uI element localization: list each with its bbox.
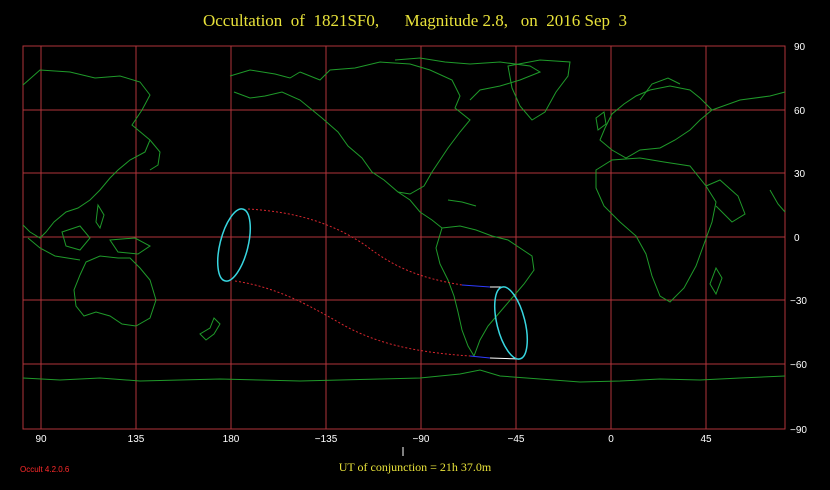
lat-label: −90 [790,425,807,436]
coast-india-edge [769,189,786,213]
coast-japan [149,139,161,171]
south-limit-night [469,355,491,359]
path-limits [234,208,471,357]
coast-borneo [61,225,91,251]
lon-label: 135 [128,434,145,445]
software-version: Occult 4.2.0.6 [20,465,70,474]
lon-label: −45 [508,434,525,445]
coast-south-america [435,225,535,358]
coast-east-asia [22,69,151,239]
coast-australia [73,255,157,327]
north-limit-night [461,284,491,288]
lat-label: −30 [790,296,807,307]
latitude-axis: 90 60 30 0 −30 −60 −90 [790,42,807,436]
coast-new-guinea [109,237,151,255]
shadow-ellipse-west [216,208,252,282]
coast-uk [595,111,607,131]
coast-antarctica [22,369,786,383]
lon-label: 90 [35,434,47,445]
lon-label: −90 [413,434,430,445]
coast-caribbean [447,199,477,207]
coast-new-zealand [199,317,221,341]
coast-north-america [233,61,471,195]
graticule [23,46,785,429]
coast-arctic-islands [394,57,542,101]
lat-label: 90 [794,42,806,53]
lat-label: 60 [794,106,806,117]
coast-africa [595,157,717,303]
lat-label: 30 [794,169,806,180]
coast-philippines [95,203,105,230]
north-limit-line [247,208,463,286]
coast-greenland [507,59,571,121]
lon-label: 180 [223,434,240,445]
lon-label: 0 [608,434,614,445]
coast-sumatra-java [27,237,81,261]
lat-label: −60 [790,360,807,371]
coast-scandinavia [639,77,681,101]
lon-label: −135 [315,434,338,445]
coast-arabia [705,179,746,223]
map-title: Occultation of 1821SF0, Magnitude 2.8, o… [202,11,628,30]
conjunction-time: UT of conjunction = 21h 37.0m [338,460,492,474]
coast-madagascar [709,266,723,296]
shadow-ellipse-east [493,286,529,360]
south-limit-line [234,280,471,357]
lat-label: 0 [794,233,800,244]
longitude-axis: 90 135 180 −135 −90 −45 0 45 [35,434,712,445]
coast-central-america [397,191,443,229]
coastlines [22,57,786,383]
coast-europe [599,85,713,159]
coast-middle-east [711,91,786,111]
lon-label: 45 [700,434,712,445]
coast-alaska [229,69,301,79]
